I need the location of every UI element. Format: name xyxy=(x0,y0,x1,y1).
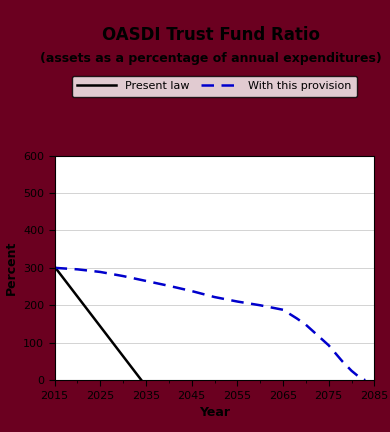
Text: (assets as a percentage of annual expenditures): (assets as a percentage of annual expend… xyxy=(40,52,381,65)
Text: OASDI Trust Fund Ratio: OASDI Trust Fund Ratio xyxy=(102,26,319,44)
X-axis label: Year: Year xyxy=(199,406,230,419)
Y-axis label: Percent: Percent xyxy=(5,241,18,295)
Legend: Present law, With this provision: Present law, With this provision xyxy=(72,76,357,97)
